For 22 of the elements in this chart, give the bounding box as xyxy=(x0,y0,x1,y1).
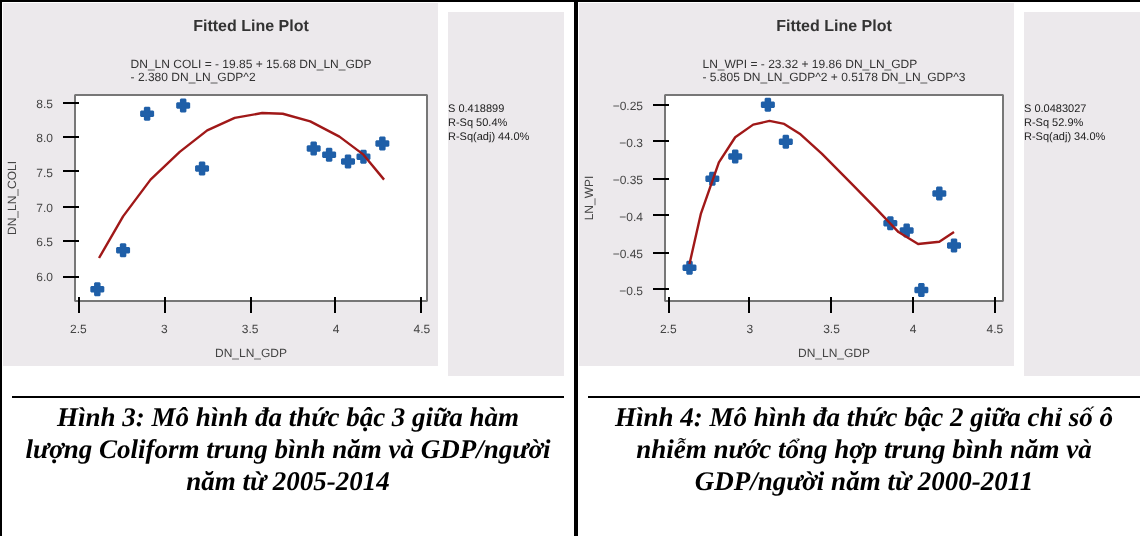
point xyxy=(375,136,390,151)
point xyxy=(932,186,947,201)
point xyxy=(947,238,962,253)
point xyxy=(899,223,914,238)
point xyxy=(728,149,743,164)
point xyxy=(90,282,105,297)
point xyxy=(682,260,697,275)
point xyxy=(322,147,337,162)
point xyxy=(140,106,155,121)
chart-title: Fitted Line Plot xyxy=(776,17,893,35)
point xyxy=(341,154,356,169)
chart-title: Fitted Line Plot xyxy=(193,17,310,35)
point xyxy=(778,134,793,149)
text: Hình 4: Mô hình đa thức bậc 2 giữa chỉ số ô nhiễm nước tổng hợp trung bình năm và GDP/người năm từ 2000-2011 xyxy=(612,402,1116,498)
text: Hình 3: Mô hình đa thức bậc 3 giữa hàm lượng Coliform trung bình năm và GDP/người năm từ 2005-2014 xyxy=(24,402,552,498)
point xyxy=(176,98,191,113)
line-series xyxy=(97,111,386,260)
point xyxy=(195,161,210,176)
point xyxy=(914,282,929,297)
point xyxy=(306,141,321,156)
point xyxy=(116,243,131,258)
point xyxy=(760,97,775,112)
